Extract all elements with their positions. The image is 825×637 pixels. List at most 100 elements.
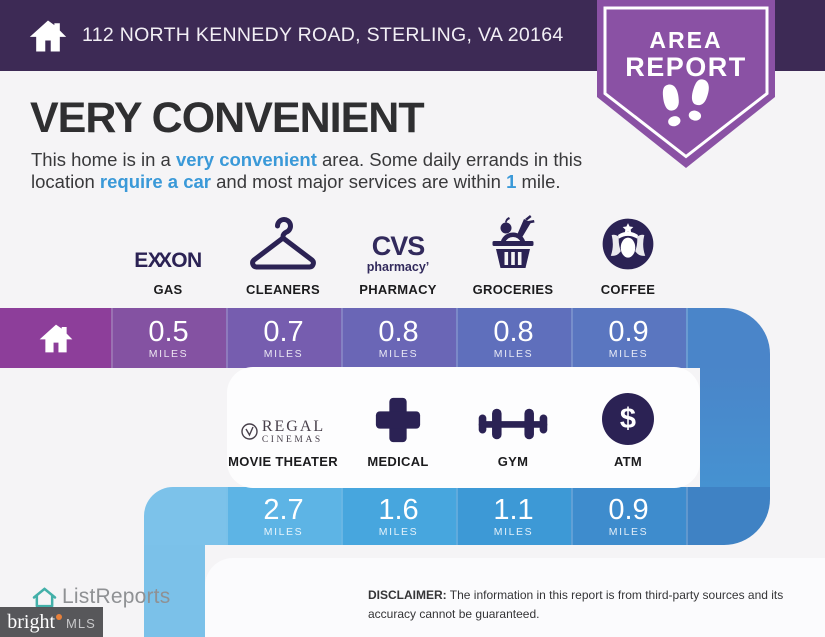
cvs-pharmacy-logo: CVS pharmacy’ — [366, 230, 430, 274]
distance-value: 0.8 — [493, 315, 534, 348]
bar-separator — [341, 308, 343, 368]
poi-label-gas: GAS — [153, 282, 183, 297]
distance-atm: 0.9 MILES — [571, 487, 686, 545]
distance-unit: MILES — [493, 347, 534, 360]
home-icon — [29, 20, 67, 51]
medical-cross-icon — [375, 397, 421, 443]
distance-value: 1.1 — [493, 493, 534, 526]
exxon-logo: EXX ON — [134, 249, 202, 272]
distance-unit: MILES — [148, 347, 189, 360]
distance-movie-theater: 2.7 MILES — [226, 487, 341, 545]
summary-text: mile. — [516, 171, 561, 192]
hanger-icon — [250, 217, 316, 270]
poi-atm: $ ATM — [553, 393, 703, 469]
distance-unit: MILES — [263, 525, 304, 538]
area-report-badge: AREA REPORT — [597, 0, 775, 172]
poi-label-gym: GYM — [497, 454, 529, 469]
dollar-sign: $ — [619, 402, 637, 435]
page-title: VERY CONVENIENT — [30, 94, 425, 142]
home-icon — [39, 324, 72, 352]
summary-line-2: location require a car and most major se… — [31, 171, 561, 193]
distance-pharmacy: 0.8 MILES — [341, 308, 456, 368]
poi-label-groceries: GROCERIES — [472, 282, 554, 297]
summary-text: area. Some daily errands in this — [316, 149, 583, 170]
distance-unit: MILES — [378, 347, 419, 360]
bright-mls-logo: bright MLS — [0, 607, 103, 637]
distance-value: 2.7 — [263, 493, 304, 526]
distance-value: 0.9 — [608, 315, 649, 348]
distance-bar-row2 — [144, 487, 770, 545]
bar-separator — [686, 308, 688, 368]
distance-unit: MILES — [263, 347, 304, 360]
bar-separator — [226, 487, 228, 545]
distance-coffee: 0.9 MILES — [571, 308, 686, 368]
distance-value: 1.6 — [378, 493, 419, 526]
distance-gym: 1.1 MILES — [456, 487, 571, 545]
dumbbell-icon — [478, 408, 548, 440]
bar-tail-left — [144, 538, 205, 637]
bar-connector-right — [700, 366, 770, 488]
bar-separator — [341, 487, 343, 545]
poi-cleaners: CLEANERS — [208, 215, 358, 297]
poi-label-cleaners: CLEANERS — [246, 282, 320, 297]
poi-coffee: COFFEE — [553, 215, 703, 297]
distance-unit: MILES — [493, 525, 534, 538]
poi-label-coffee: COFFEE — [600, 282, 656, 297]
distance-gas: 0.5 MILES — [111, 308, 226, 368]
footprints-icon — [662, 79, 709, 127]
bar-separator — [686, 487, 688, 545]
poi-label-medical: MEDICAL — [367, 454, 429, 469]
poi-label-pharmacy: PHARMACY — [359, 282, 437, 297]
property-address: 112 NORTH KENNEDY ROAD, STERLING, VA 201… — [82, 24, 564, 46]
highlight-one-mile: 1 — [506, 171, 517, 192]
badge-title-line2: REPORT — [625, 52, 747, 82]
poi-medical: MEDICAL — [323, 395, 473, 469]
summary-line-1: This home is in a very convenient area. … — [31, 149, 582, 171]
listreports-wordmark: ListReports — [62, 585, 171, 608]
bright-spark-icon — [56, 614, 63, 620]
poi-label-atm: ATM — [613, 454, 643, 469]
footer-panel — [205, 558, 825, 637]
regal-emblem-icon — [241, 423, 258, 440]
summary-text: location — [31, 171, 100, 192]
disclaimer-text: The information in this report is from t… — [368, 588, 784, 621]
badge-ribbon-shape — [597, 0, 775, 168]
distance-unit: MILES — [608, 525, 649, 538]
listreports-house-icon — [32, 587, 57, 607]
regal-cinemas-logo: REGAL CINEMAS — [241, 418, 325, 446]
distance-cleaners: 0.7 MILES — [226, 308, 341, 368]
mls-wordmark: MLS — [66, 616, 96, 631]
bar-separator — [111, 308, 113, 368]
distance-value: 0.5 — [148, 315, 189, 348]
poi-label-movie-theater: MOVIE THEATER — [228, 454, 338, 469]
summary-text: This home is in a — [31, 149, 176, 170]
distance-bar-row1 — [0, 308, 770, 368]
distance-value: 0.9 — [608, 493, 649, 526]
poi-gym: GYM — [438, 395, 588, 469]
grocery-basket-icon — [492, 215, 535, 268]
dollar-circle-icon: $ — [602, 393, 654, 445]
poi-movie-theater: REGAL CINEMAS MOVIE THEATER — [208, 395, 358, 469]
bar-separator — [456, 487, 458, 545]
distance-groceries: 0.8 MILES — [456, 308, 571, 368]
distance-value: 0.8 — [378, 315, 419, 348]
badge-title-line1: AREA — [649, 27, 723, 53]
distance-unit: MILES — [378, 525, 419, 538]
distance-medical: 1.6 MILES — [341, 487, 456, 545]
bright-wordmark: bright — [7, 611, 56, 633]
bar-separator — [571, 487, 573, 545]
disclaimer-label: DISCLAIMER: — [368, 588, 447, 602]
starbucks-logo — [602, 218, 654, 270]
poi-groceries: GROCERIES — [438, 215, 588, 297]
highlight-require-a-car: require a car — [99, 171, 211, 192]
distance-value: 0.7 — [263, 315, 304, 348]
bar-separator — [456, 308, 458, 368]
summary-text: and most major services are within — [210, 171, 507, 192]
home-marker-cell — [0, 308, 111, 368]
disclaimer: DISCLAIMER: The information in this repo… — [368, 586, 808, 623]
bar-separator — [571, 308, 573, 368]
poi-gas: EXX ON GAS — [93, 215, 243, 297]
bar-separator — [226, 308, 228, 368]
highlight-very-convenient: very convenient — [175, 149, 317, 170]
